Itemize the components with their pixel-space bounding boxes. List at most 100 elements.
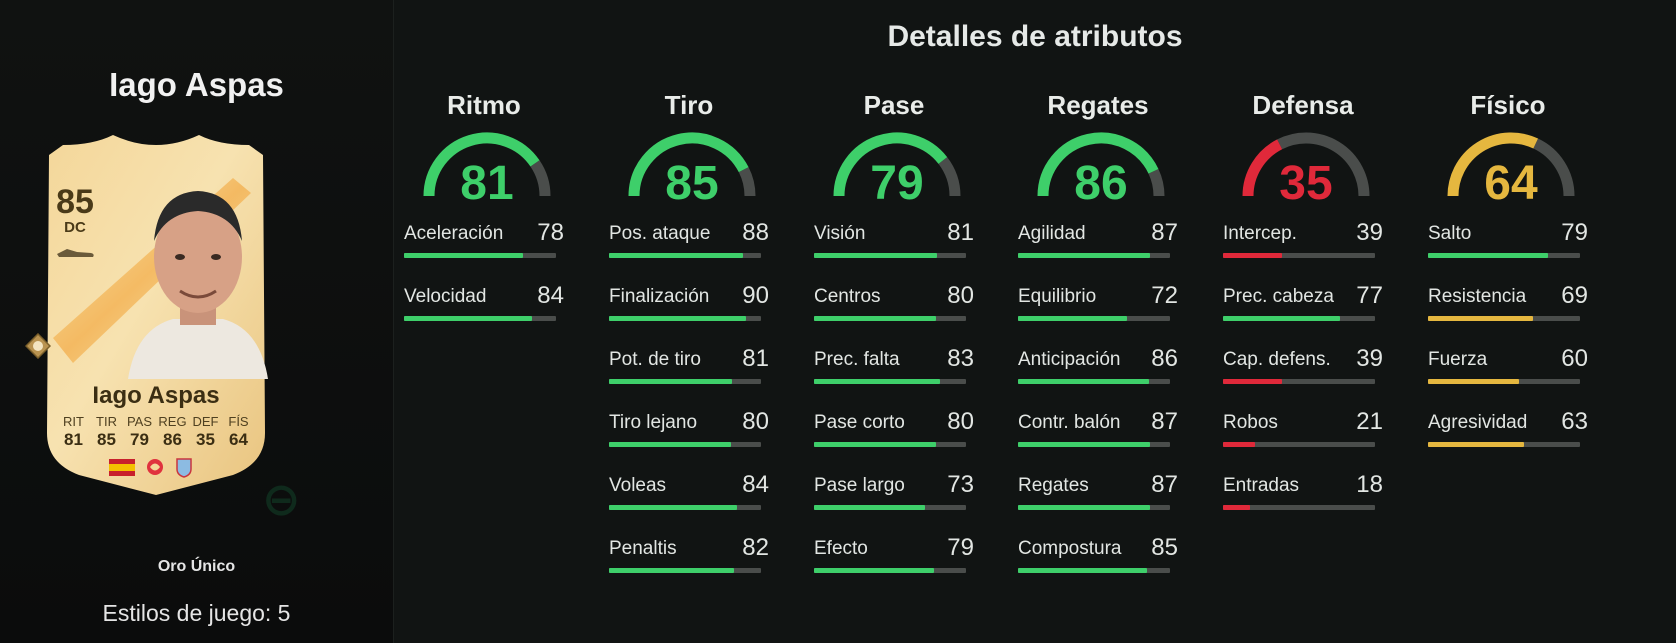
attribute-bar-fill — [1223, 379, 1283, 384]
attribute-name: Centros — [814, 286, 881, 307]
attribute-bar-track — [1223, 379, 1375, 384]
attribute-value: 81 — [947, 219, 974, 246]
attribute-value: 80 — [742, 408, 769, 435]
attribute-value: 77 — [1356, 282, 1383, 309]
attribute-value: 87 — [1151, 471, 1178, 498]
card-stat-label: PAS — [126, 414, 153, 429]
attribute-row[interactable]: Agilidad 87 — [1018, 219, 1178, 273]
attribute-row[interactable]: Equilibrio 72 — [1018, 282, 1178, 336]
attribute-row[interactable]: Finalización 90 — [609, 282, 769, 336]
gauge-fill — [628, 132, 749, 197]
attribute-name: Pot. de tiro — [609, 349, 701, 370]
attribute-value: 63 — [1561, 408, 1588, 435]
attribute-bar-track — [814, 379, 966, 384]
attribute-row[interactable]: Anticipación 86 — [1018, 345, 1178, 399]
attribute-bar-track — [1428, 379, 1580, 384]
attribute-bar-fill — [1018, 568, 1148, 573]
attribute-row[interactable]: Aceleración 78 — [404, 219, 564, 273]
attribute-bar-fill — [609, 379, 733, 384]
attribute-bar-track — [609, 505, 761, 510]
attribute-row[interactable]: Pot. de tiro 81 — [609, 345, 769, 399]
category-rating: 85 — [665, 157, 719, 210]
attribute-name: Resistencia — [1428, 286, 1527, 307]
category-title: Defensa — [1252, 90, 1354, 120]
attribute-row[interactable]: Contr. balón 87 — [1018, 408, 1178, 462]
category-gauge — [628, 132, 756, 197]
category-rating: 86 — [1074, 157, 1128, 210]
attribute-bar-track — [1223, 505, 1375, 510]
attribute-row[interactable]: Voleas 84 — [609, 471, 769, 525]
attribute-value: 60 — [1561, 345, 1588, 372]
attribute-column-2: Pase 79 Visión 81 Centros 80 Prec. falta 83 Pase… — [814, 0, 974, 643]
attribute-bar-fill — [609, 505, 737, 510]
boot-icon — [57, 249, 94, 257]
attribute-bar-fill — [609, 568, 734, 573]
attribute-row[interactable]: Visión 81 — [814, 219, 974, 273]
attribute-row[interactable]: Pase corto 80 — [814, 408, 974, 462]
attribute-row[interactable]: Compostura 85 — [1018, 534, 1178, 588]
card-stat-value: 79 — [130, 430, 149, 449]
attribute-bar-track — [1018, 316, 1170, 321]
attribute-row[interactable]: Tiro lejano 80 — [609, 408, 769, 462]
attribute-bar-track — [1223, 442, 1375, 447]
attribute-row[interactable]: Entradas 18 — [1223, 471, 1383, 525]
attribute-bar-track — [404, 253, 556, 258]
card-stat-value: 81 — [64, 430, 83, 449]
attribute-row[interactable]: Pos. ataque 88 — [609, 219, 769, 273]
attribute-bar-fill — [1018, 379, 1149, 384]
playstyles-count[interactable]: Estilos de juego: 5 — [102, 600, 291, 626]
attribute-name: Compostura — [1018, 538, 1122, 559]
player-name-title: Iago Aspas — [109, 66, 284, 103]
attribute-row[interactable]: Resistencia 69 — [1428, 282, 1588, 336]
club-crest-icon — [176, 458, 192, 478]
attribute-bar-track — [1018, 568, 1170, 573]
attribute-bar-fill — [1223, 505, 1251, 510]
attribute-bar-track — [1018, 442, 1170, 447]
attribute-row[interactable]: Regates 87 — [1018, 471, 1178, 525]
spain-flag-icon — [109, 459, 135, 476]
card-stat-values: 81 85 79 86 35 64 — [57, 430, 255, 450]
attribute-row[interactable]: Centros 80 — [814, 282, 974, 336]
attribute-column-1: Tiro 85 Pos. ataque 88 Finalización 90 Pot. de… — [609, 0, 769, 643]
attribute-row[interactable]: Intercep. 39 — [1223, 219, 1383, 273]
attribute-name: Regates — [1018, 475, 1089, 496]
attribute-bar-fill — [1223, 253, 1283, 258]
attribute-row[interactable]: Salto 79 — [1428, 219, 1588, 273]
attribute-value: 79 — [1561, 219, 1588, 246]
attribute-row[interactable]: Pase largo 73 — [814, 471, 974, 525]
attribute-bar-fill — [814, 253, 938, 258]
card-badges — [109, 458, 192, 478]
attribute-bar-fill — [404, 253, 523, 258]
attribute-row[interactable]: Fuerza 60 — [1428, 345, 1588, 399]
attribute-row[interactable]: Prec. falta 83 — [814, 345, 974, 399]
attribute-row[interactable]: Penaltis 82 — [609, 534, 769, 588]
attribute-bar-track — [1223, 316, 1375, 321]
attribute-bar-fill — [1428, 316, 1533, 321]
card-stat-label: REG — [158, 414, 187, 429]
chemistry-style-icon — [25, 333, 51, 359]
attribute-row[interactable]: Prec. cabeza 77 — [1223, 282, 1383, 336]
attribute-column-3: Regates 86 Agilidad 87 Equilibrio 72 Anticipac… — [1018, 0, 1178, 643]
gauge-fill — [1037, 132, 1159, 197]
category-title: Tiro — [664, 90, 714, 120]
gauge-track — [530, 160, 551, 197]
attribute-bar-fill — [1018, 442, 1151, 447]
player-card[interactable]: 85 DC Iago Aspas RIT TIR PAS REG DEF FÍS — [25, 133, 279, 496]
attribute-name: Robos — [1223, 412, 1278, 433]
attribute-row[interactable]: Agresividad 63 — [1428, 408, 1588, 462]
gauge-track — [938, 157, 961, 197]
attribute-bar-track — [814, 505, 966, 510]
section-title: Detalles de atributos — [887, 20, 1183, 53]
attribute-bar-track — [814, 442, 966, 447]
attribute-row[interactable]: Velocidad 84 — [404, 282, 564, 336]
attribute-name: Pos. ataque — [609, 223, 711, 244]
gauge-fill — [1242, 139, 1283, 197]
attribute-value: 69 — [1561, 282, 1588, 309]
attribute-row[interactable]: Cap. defens. 39 — [1223, 345, 1383, 399]
attribute-bar-track — [1223, 253, 1375, 258]
attribute-bar-fill — [1428, 442, 1524, 447]
attribute-row[interactable]: Robos 21 — [1223, 408, 1383, 462]
attribute-bar-fill — [814, 442, 936, 447]
attribute-row[interactable]: Efecto 79 — [814, 534, 974, 588]
attribute-name: Cap. defens. — [1223, 349, 1331, 370]
